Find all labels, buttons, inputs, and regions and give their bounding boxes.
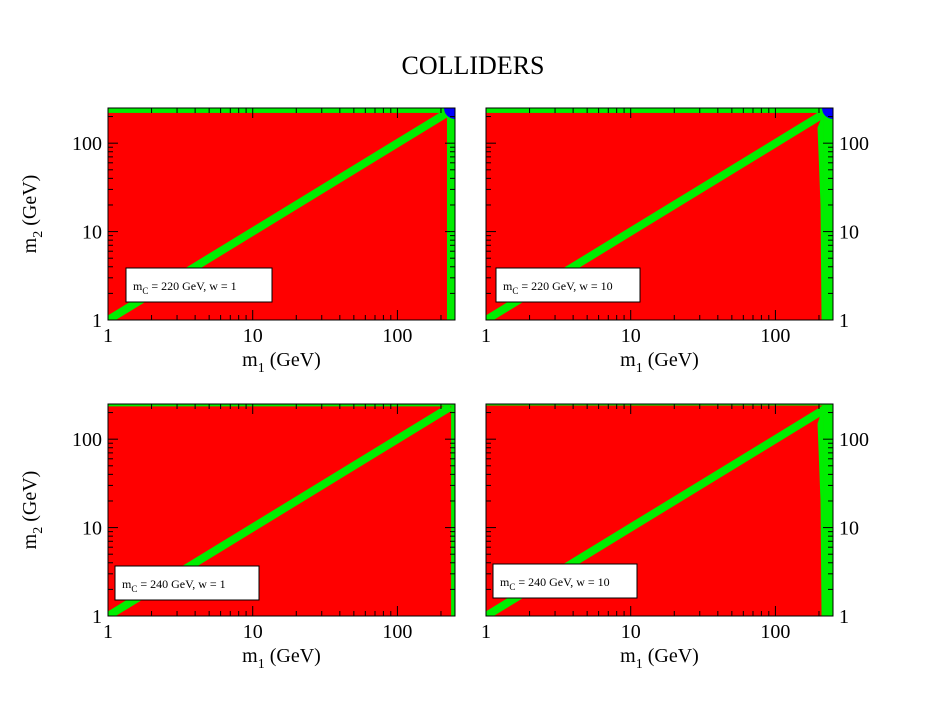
param-label: mC = 220 GeV, w = 1: [133, 279, 237, 296]
y-tick-label: 10: [82, 222, 102, 244]
y-tick-label: 1: [92, 310, 102, 332]
y-axis-label-subscript: 2: [31, 527, 46, 534]
param-label-symbol: m: [503, 279, 513, 293]
right-band-bulge: [817, 112, 824, 320]
plot-frame: [107, 403, 456, 617]
x-axis-label: m1 (GeV): [242, 645, 321, 672]
plot-frame: [485, 403, 834, 617]
axis-ticks: [107, 404, 455, 617]
y-tick-label: 10: [839, 518, 859, 540]
y-tick-label: 10: [839, 222, 859, 244]
x-tick-label: 1: [103, 621, 113, 643]
param-label-value: = 220 GeV, w = 1: [148, 279, 236, 293]
x-axis-label-subscript: 1: [258, 657, 265, 672]
param-label-value: = 240 GeV, w = 1: [137, 577, 225, 591]
param-label-box: [492, 563, 638, 599]
param-label: mC = 220 GeV, w = 10: [503, 279, 613, 296]
y-axis-label-unit: (GeV): [19, 471, 41, 527]
param-label-subscript: C: [131, 584, 137, 594]
param-label-symbol: m: [122, 577, 132, 591]
y-tick-label: 100: [72, 429, 102, 451]
x-tick-label: 10: [243, 325, 263, 347]
y-tick-label: 1: [839, 606, 849, 628]
param-label-symbol: m: [500, 575, 510, 589]
plot-frame: [485, 107, 834, 321]
y-tick-label: 10: [82, 518, 102, 540]
x-tick-label: 1: [103, 325, 113, 347]
right-band-bulge: [817, 405, 824, 616]
plot-frame: [107, 107, 456, 321]
x-axis-label-symbol: m: [242, 349, 258, 371]
param-label-subscript: C: [512, 286, 518, 296]
param-label-symbol: m: [133, 279, 143, 293]
param-label: mC = 240 GeV, w = 1: [122, 577, 226, 594]
x-axis-label-symbol: m: [620, 645, 636, 667]
param-label-subscript: C: [509, 582, 515, 592]
x-axis-label-subscript: 1: [636, 657, 643, 672]
param-label-value: = 240 GeV, w = 10: [515, 575, 609, 589]
figure-title: COLLIDERS: [402, 51, 545, 80]
y-axis-label-symbol: m: [19, 533, 41, 549]
x-axis-label-symbol: m: [620, 349, 636, 371]
x-tick-label: 100: [760, 621, 790, 643]
x-tick-label: 10: [621, 621, 641, 643]
x-tick-label: 1: [481, 621, 491, 643]
y-axis-label: m2 (GeV): [19, 175, 46, 254]
x-tick-label: 100: [760, 325, 790, 347]
x-tick-label: 10: [621, 325, 641, 347]
axis-ticks: [485, 108, 833, 321]
y-tick-label: 100: [72, 133, 102, 155]
param-label-subscript: C: [142, 286, 148, 296]
param-label-box: [125, 267, 273, 303]
x-tick-label: 100: [382, 325, 412, 347]
x-axis-label: m1 (GeV): [242, 349, 321, 376]
x-axis-label-unit: (GeV): [643, 349, 699, 371]
x-axis-label: m1 (GeV): [620, 645, 699, 672]
param-label: mC = 240 GeV, w = 10: [500, 575, 610, 592]
x-axis-label-unit: (GeV): [643, 645, 699, 667]
y-axis-label-unit: (GeV): [19, 175, 41, 231]
plot-area: [486, 108, 833, 320]
y-axis-label-symbol: m: [19, 237, 41, 253]
param-label-value: = 220 GeV, w = 10: [518, 279, 612, 293]
y-tick-label: 100: [839, 429, 869, 451]
x-axis-label-symbol: m: [242, 645, 258, 667]
x-axis-label-unit: (GeV): [265, 349, 321, 371]
x-axis-label-subscript: 1: [258, 361, 265, 376]
x-tick-label: 10: [243, 621, 263, 643]
y-tick-label: 1: [92, 606, 102, 628]
y-tick-label: 1: [839, 310, 849, 332]
param-label-box: [114, 565, 260, 601]
y-axis-label-subscript: 2: [31, 231, 46, 238]
axis-ticks: [485, 404, 833, 617]
x-axis-label-subscript: 1: [636, 361, 643, 376]
plot-area: [108, 108, 455, 320]
x-axis-label-unit: (GeV): [265, 645, 321, 667]
x-tick-label: 100: [382, 621, 412, 643]
y-axis-label: m2 (GeV): [19, 471, 46, 550]
axis-ticks: [107, 108, 455, 321]
x-axis-label: m1 (GeV): [620, 349, 699, 376]
param-label-box: [495, 267, 641, 303]
x-tick-label: 1: [481, 325, 491, 347]
y-tick-label: 100: [839, 133, 869, 155]
